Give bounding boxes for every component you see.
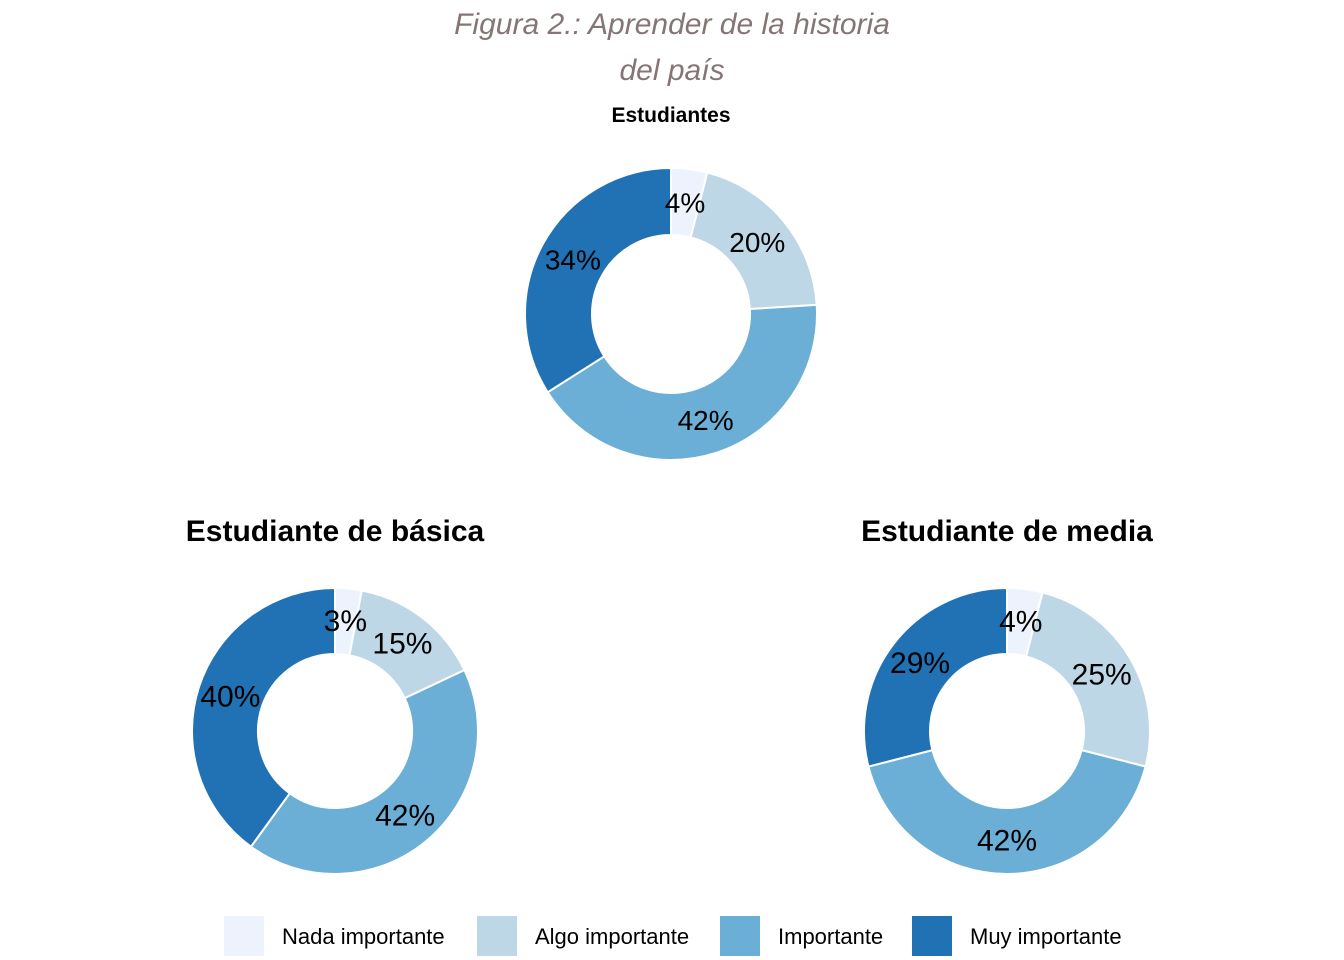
slice-estudiante-de-media-importante — [867, 748, 1147, 876]
legend-label-importante: Importante — [778, 924, 884, 949]
chart-title-estudiantes: Estudiantes — [611, 104, 730, 127]
legend-swatch-nada-importante — [224, 916, 264, 956]
legend-label-muy-importante: Muy importante — [970, 924, 1122, 949]
slice-estudiantes-importante — [546, 303, 818, 461]
figure-title-line-2: del país — [619, 54, 725, 87]
donut-charts: Estudiantes 4% 20% 42% 34% Estudiante de bási… — [186, 104, 1153, 876]
data-label-estudiante-de-basica-nada-importante: 3% — [324, 605, 367, 638]
data-label-estudiantes-importante: 42% — [678, 405, 734, 436]
data-label-estudiante-de-media-importante: 42% — [977, 825, 1037, 858]
donut-estudiantes: Estudiantes 4% 20% 42% 34% — [524, 104, 818, 461]
chart-title-estudiante-de-basica: Estudiante de básica — [186, 515, 485, 548]
data-label-estudiante-de-media-algo-importante: 25% — [1072, 659, 1132, 692]
slice-estudiantes-algo-importante — [689, 171, 818, 311]
slice-estudiante-de-basica-importante — [249, 668, 479, 875]
data-label-estudiante-de-media-nada-importante: 4% — [999, 605, 1042, 638]
slice-estudiante-de-basica-muy-importante — [191, 586, 336, 849]
donut-estudiante-de-basica: Estudiante de básica 3%15% 42% 40% — [186, 515, 485, 875]
data-label-estudiantes-muy-importante: 34% — [545, 245, 601, 276]
data-label-estudiante-de-basica-algo-importante: 15% — [372, 628, 432, 661]
data-label-estudiantes-nada-importante: 4% — [665, 187, 705, 218]
data-label-estudiante-de-media-muy-importante: 29% — [890, 647, 950, 680]
data-label-estudiantes-algo-importante: 20% — [729, 227, 785, 258]
figure-title-line-1: Figura 2.: Aprender de la historia — [454, 8, 890, 41]
slice-estudiante-de-media-algo-importante — [1024, 591, 1151, 768]
data-label-estudiante-de-basica-muy-importante: 40% — [200, 681, 260, 714]
legend-swatch-muy-importante — [912, 916, 952, 956]
legend-swatch-importante — [720, 916, 760, 956]
slice-estudiante-de-media-muy-importante — [863, 586, 1008, 768]
figure-title: Figura 2.: Aprender de la historia del p… — [0, 2, 1344, 94]
legend: Nada importante Algo importante Importan… — [0, 912, 1344, 960]
data-label-estudiante-de-basica-importante: 42% — [375, 799, 435, 832]
legend-label-algo-importante: Algo importante — [535, 924, 690, 949]
chart-title-estudiante-de-media: Estudiante de media — [861, 515, 1153, 548]
donut-estudiante-de-media: Estudiante de media 4% 25% 42% 29% — [861, 515, 1153, 876]
legend-swatch-algo-importante — [477, 916, 517, 956]
legend-label-nada-importante: Nada importante — [282, 924, 445, 949]
slice-estudiantes-muy-importante — [524, 166, 672, 394]
